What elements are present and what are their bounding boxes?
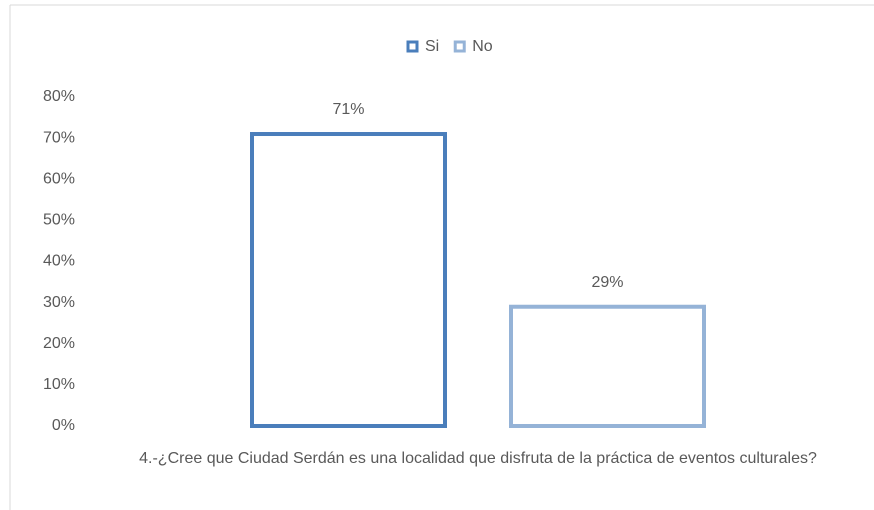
y-tick-label: 70% [43, 129, 75, 146]
y-tick-label: 40% [43, 253, 75, 270]
x-category-label: 4.-¿Cree que Ciudad Serdán es una locali… [139, 450, 817, 467]
y-tick-label: 30% [43, 294, 75, 311]
legend-swatch [453, 40, 466, 53]
y-tick-label: 0% [52, 417, 75, 434]
y-tick-label: 50% [43, 212, 75, 229]
legend-label: Si [425, 38, 439, 55]
bar [250, 132, 447, 428]
legend-swatch [406, 40, 419, 53]
legend-label: No [472, 38, 493, 55]
bar [509, 304, 706, 428]
y-tick-label: 80% [43, 88, 75, 105]
y-tick-label: 10% [43, 376, 75, 393]
data-label: 71% [332, 101, 364, 118]
data-label: 29% [591, 274, 623, 291]
y-tick-label: 60% [43, 170, 75, 187]
y-tick-label: 20% [43, 335, 75, 352]
